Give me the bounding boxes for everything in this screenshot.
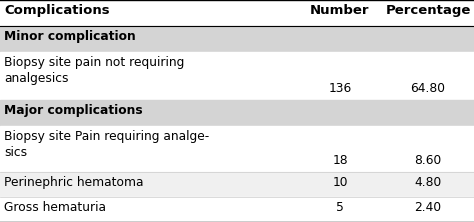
Text: Percentage: Percentage (385, 4, 471, 17)
Bar (0, 26, 474, 52)
Text: 2.40: 2.40 (414, 201, 442, 214)
Bar (0, 52, 474, 100)
Text: 8.60: 8.60 (414, 154, 442, 167)
Text: 136: 136 (328, 82, 352, 95)
Text: Perinephric hematoma: Perinephric hematoma (4, 176, 144, 189)
Text: 18: 18 (332, 154, 348, 167)
Text: 4.80: 4.80 (414, 176, 442, 189)
Text: Major complications: Major complications (4, 104, 143, 117)
Text: 5: 5 (336, 201, 344, 214)
Text: Minor complication: Minor complication (4, 30, 136, 43)
Bar (0, 126, 474, 172)
Bar (0, 172, 474, 197)
Bar (0, 197, 474, 222)
Bar (0, 100, 474, 126)
Text: Gross hematuria: Gross hematuria (4, 201, 106, 214)
Text: Biopsy site pain not requiring
analgesics: Biopsy site pain not requiring analgesic… (4, 56, 184, 85)
Text: Biopsy site Pain requiring analge-
sics: Biopsy site Pain requiring analge- sics (4, 130, 209, 159)
Text: 10: 10 (332, 176, 348, 189)
Text: Number: Number (310, 4, 370, 17)
Text: 64.80: 64.80 (410, 82, 446, 95)
Text: Complications: Complications (4, 4, 109, 17)
